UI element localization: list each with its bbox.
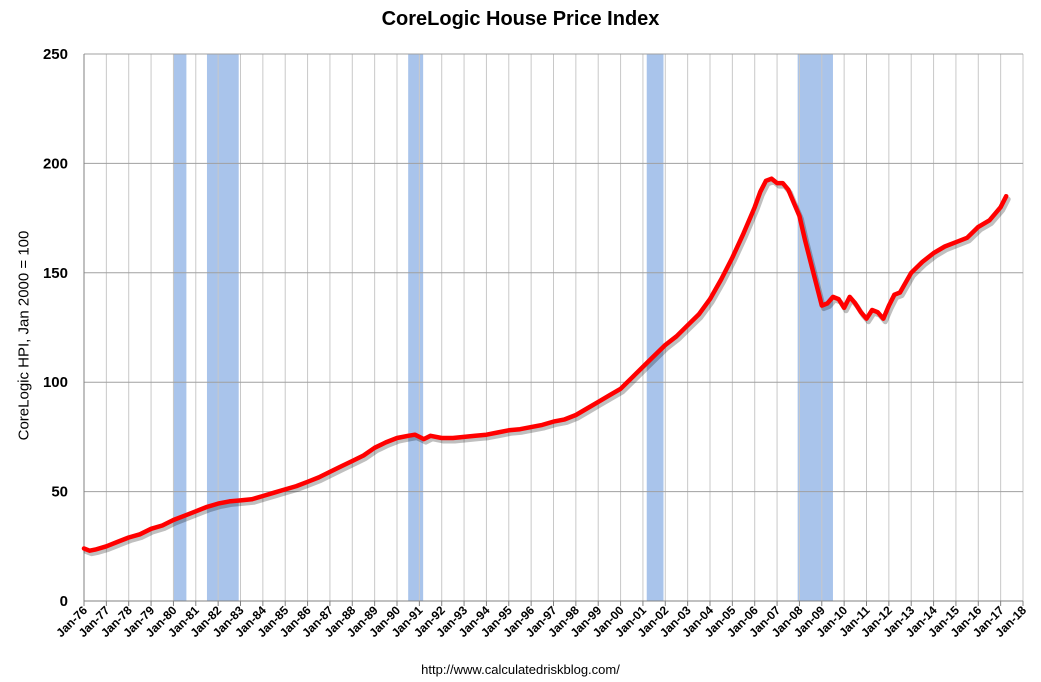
recession-band-5: [797, 54, 833, 601]
recession-band-4: [646, 54, 664, 601]
y-axis-ticks: 0 50 100 150 200 250: [43, 46, 68, 610]
y-tick-label: 0: [60, 593, 68, 610]
recession-bands: [173, 54, 833, 601]
recession-band-3: [408, 54, 424, 601]
recession-band-2: [206, 54, 239, 601]
y-tick-label: 100: [43, 374, 68, 391]
source-note: http://www.calculatedriskblog.com/: [421, 662, 620, 677]
series-layer: [81, 176, 1011, 557]
y-tick-label: 150: [43, 265, 68, 282]
x-axis-ticks: Jan-76Jan-77Jan-78Jan-79Jan-80Jan-81Jan-…: [53, 601, 1029, 640]
gridlines: [83, 53, 1024, 601]
series-line-corelogic-hpi: [81, 176, 1009, 553]
y-tick-label: 200: [43, 155, 68, 172]
y-tick-label: 50: [51, 484, 68, 501]
y-tick-label: 250: [43, 46, 68, 63]
chart-title: CoreLogic House Price Index: [381, 8, 660, 30]
recession-band-1: [173, 54, 187, 601]
